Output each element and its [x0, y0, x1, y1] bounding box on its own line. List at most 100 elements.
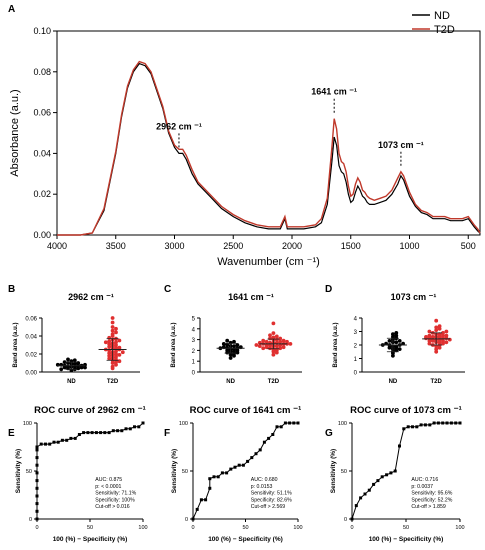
data-point [285, 339, 289, 344]
data-point [278, 339, 283, 344]
data-point [394, 348, 399, 353]
roc-point [35, 448, 39, 452]
y-axis-label: Band area (a.u.) [171, 322, 177, 367]
data-point [232, 339, 236, 344]
data-point [114, 354, 118, 359]
roc-point [191, 517, 195, 521]
roc-point [359, 496, 363, 500]
y-axis-label: Band area (a.u.) [13, 322, 19, 367]
roc-stat-text: Sensitivity: 71.1% [95, 491, 136, 497]
roc-point [120, 429, 124, 433]
roc-stat-text: p: 0.0153 [251, 484, 273, 490]
data-point [274, 344, 279, 348]
y-tick-label: 1 [192, 360, 196, 366]
x-tick-label: 0 [350, 525, 353, 531]
roc-stat-text: AUC: 0.716 [411, 477, 438, 483]
roc-stat-text: Cut-off > 2.569 [251, 504, 285, 510]
roc-point [271, 433, 275, 436]
roc-point [56, 440, 60, 444]
data-point [117, 345, 122, 350]
roc-point [77, 433, 81, 436]
data-point [114, 360, 118, 364]
x-tick-label: 50 [87, 525, 93, 531]
y-tick-label: 0.00 [33, 230, 51, 240]
roc-point [94, 431, 98, 435]
data-point [444, 333, 449, 338]
spectrum-plot-frame [56, 30, 481, 236]
roc-point [48, 442, 52, 446]
roc-point [99, 431, 103, 435]
data-point [228, 352, 233, 357]
y-tick-label: 0.02 [33, 189, 51, 199]
roc-point [436, 421, 440, 425]
roc-point [415, 425, 419, 429]
y-tick-label: 4 [354, 317, 358, 323]
data-point [271, 335, 276, 340]
data-point [387, 339, 392, 343]
data-point [274, 334, 279, 339]
data-point [274, 347, 279, 352]
data-point [110, 361, 115, 365]
roc-point [385, 473, 389, 477]
roc-point [367, 488, 371, 492]
data-point [427, 333, 432, 338]
roc-point [35, 463, 39, 467]
data-point [271, 321, 276, 326]
dot-plot-title: 2962 cm ⁻¹ [68, 292, 114, 302]
roc-point [216, 475, 220, 479]
x-tick-label: 4000 [47, 241, 67, 251]
x-axis-label: Wavenumber (cm ⁻¹) [217, 256, 320, 268]
x-tick-label: 100 [455, 525, 464, 531]
x-tick-label: 2500 [223, 241, 243, 251]
data-point [107, 342, 112, 346]
data-point [434, 344, 439, 349]
y-tick-label: 2 [192, 349, 196, 355]
roc-point [69, 436, 73, 440]
roc-point [398, 444, 401, 448]
roc-point [229, 467, 233, 471]
data-point [281, 338, 286, 343]
data-point [264, 339, 269, 344]
data-point [235, 343, 240, 347]
roc-point [372, 482, 376, 486]
roc-point [237, 463, 241, 467]
data-point [114, 362, 118, 367]
panel-letter-d: D [325, 284, 332, 295]
data-point [427, 339, 432, 343]
data-point [107, 339, 112, 344]
data-point [430, 335, 435, 339]
data-point [254, 343, 259, 347]
roc-point [246, 459, 250, 463]
roc-title: ROC curve of 1073 cm ⁻¹ [350, 405, 462, 416]
data-point [103, 340, 108, 345]
roc-point [406, 425, 410, 429]
roc-point [262, 440, 266, 444]
x-tick-label: 3000 [164, 241, 184, 251]
roc-point [199, 498, 203, 502]
spectrum-line-t2d [57, 60, 481, 236]
y-tick-label: 50 [26, 469, 32, 475]
data-point [83, 365, 87, 370]
roc-point [73, 436, 77, 440]
roc-stat-text: Specificity: 52.2% [411, 497, 452, 503]
data-point [424, 335, 428, 339]
roc-point [141, 421, 145, 425]
roc-stat-text: AUC: 0.680 [251, 477, 278, 483]
data-point [274, 337, 279, 342]
roc-stat-text: Specificity: 100% [95, 497, 135, 503]
roc-point [195, 507, 199, 511]
roc-point [86, 431, 90, 435]
y-tick-label: 0.02 [25, 353, 37, 359]
data-point [434, 347, 439, 351]
roc-point [52, 440, 56, 444]
x-tick-label: 0 [191, 525, 194, 531]
roc-stat-text: p: 0.0037 [411, 484, 433, 490]
data-point [110, 316, 115, 320]
data-point [394, 340, 399, 345]
roc-point [82, 431, 86, 435]
data-point [114, 343, 118, 347]
roc-point [393, 469, 397, 473]
y-tick-label: 0.04 [25, 335, 37, 341]
roc-point [116, 429, 120, 433]
